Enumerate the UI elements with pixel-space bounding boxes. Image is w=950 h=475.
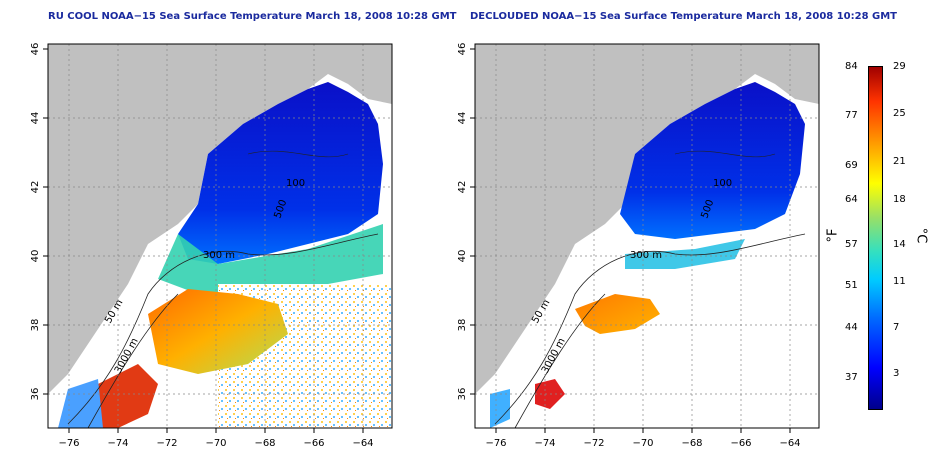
left-map-title: RU COOL NOAA−15 Sea Surface Temperature … <box>48 11 457 22</box>
celsius-tick: 14 <box>893 239 906 250</box>
right-lon-tick: −74 <box>534 438 555 449</box>
left-sst-map: 50 m 3000 m 300 m 100 500 −76 −74 −72 −7… <box>30 43 393 449</box>
left-lon-tick: −66 <box>303 438 324 449</box>
left-lat-tick: 40 <box>30 250 41 263</box>
celsius-tick: 25 <box>893 108 906 119</box>
right-land <box>475 44 819 394</box>
right-map-title: DECLOUDED NOAA−15 Sea Surface Temperatur… <box>470 11 898 22</box>
left-lon-tick: −64 <box>352 438 373 449</box>
left-land <box>48 44 392 394</box>
left-lat-tick: 46 <box>30 43 41 56</box>
right-lat-tick: 40 <box>457 250 468 263</box>
right-lat-tick: 42 <box>457 181 468 194</box>
right-warm-water <box>575 294 660 334</box>
left-lat-tick: 38 <box>30 319 41 332</box>
right-lat-tick: 44 <box>457 112 468 125</box>
right-lon-tick: −72 <box>583 438 604 449</box>
right-lon-tick: −70 <box>632 438 653 449</box>
right-contour-100: 100 <box>713 178 732 189</box>
celsius-tick: 21 <box>893 156 906 167</box>
right-lon-tick: −66 <box>730 438 751 449</box>
left-contour-300m: 300 m <box>203 250 235 261</box>
celsius-unit-label: °C <box>913 227 929 244</box>
fahrenheit-tick: 77 <box>845 110 858 121</box>
fahrenheit-tick: 69 <box>845 160 858 171</box>
fahrenheit-tick: 37 <box>845 372 858 383</box>
left-map-svg: 50 m 3000 m 300 m 100 500 −76 −74 −72 −7… <box>30 43 393 449</box>
celsius-tick: 7 <box>893 322 900 333</box>
fahrenheit-tick: 64 <box>845 194 858 205</box>
left-cold-water <box>178 82 383 264</box>
right-contour-300m: 300 m <box>630 250 662 261</box>
right-cold-water <box>620 82 805 239</box>
left-lon-tick: −76 <box>58 438 79 449</box>
celsius-tick: 18 <box>893 194 906 205</box>
fahrenheit-unit-label: °F <box>825 228 841 243</box>
right-lon-tick: −64 <box>779 438 800 449</box>
celsius-tick: 29 <box>893 61 906 72</box>
right-lon-tick: −76 <box>485 438 506 449</box>
celsius-tick: 11 <box>893 276 906 287</box>
left-lon-tick: −68 <box>254 438 275 449</box>
left-lat-tick: 36 <box>30 388 41 401</box>
left-lon-tick: −72 <box>156 438 177 449</box>
left-warm-water <box>148 289 288 374</box>
left-contour-100: 100 <box>286 178 305 189</box>
fahrenheit-tick: 57 <box>845 239 858 250</box>
right-lat-tick: 46 <box>457 43 468 56</box>
right-lat-tick: 36 <box>457 388 468 401</box>
temperature-colorbar <box>868 66 883 410</box>
right-sst-map: 50 m 3000 m 300 m 500 100 −76 −74 −72 −7… <box>457 43 820 449</box>
fahrenheit-tick: 51 <box>845 280 858 291</box>
celsius-tick: 3 <box>893 368 900 379</box>
left-lat-tick: 42 <box>30 181 41 194</box>
right-map-svg: 50 m 3000 m 300 m 500 100 −76 −74 −72 −7… <box>457 43 820 449</box>
left-lat-tick: 44 <box>30 112 41 125</box>
right-lon-tick: −68 <box>681 438 702 449</box>
fahrenheit-tick: 84 <box>845 61 858 72</box>
left-lon-tick: −74 <box>107 438 128 449</box>
right-lat-tick: 38 <box>457 319 468 332</box>
left-lon-tick: −70 <box>205 438 226 449</box>
fahrenheit-tick: 44 <box>845 322 858 333</box>
